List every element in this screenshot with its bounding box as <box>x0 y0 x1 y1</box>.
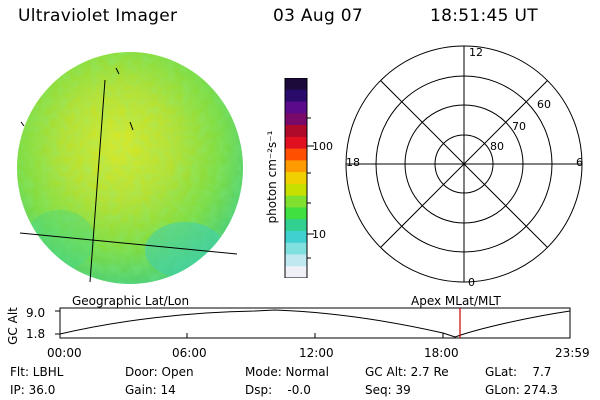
polar-label-12: 12 <box>469 46 483 59</box>
status-gain: Gain: 14 <box>125 383 176 397</box>
timeline-tick-0600: 06:00 <box>172 346 207 360</box>
timeline-left-title: Geographic Lat/Lon <box>72 294 190 308</box>
colorbar-band <box>285 148 307 161</box>
colorbar-band <box>285 78 307 91</box>
colorbar-band <box>285 136 307 150</box>
polar-ring-label-80: 80 <box>490 140 504 153</box>
colorbar-band <box>285 89 307 103</box>
timeline-y-top: 9.0 <box>26 306 46 320</box>
polar-label-18: 18 <box>346 156 360 169</box>
colorbar-unit-label: photon cm⁻²s⁻¹ <box>265 130 279 224</box>
colorbar-band <box>285 125 307 138</box>
uv-image <box>17 52 243 284</box>
colorbar-band <box>285 230 307 244</box>
status-glon: GLon: 274.3 <box>485 383 558 397</box>
timeline-tick-2359: 23:59 <box>555 346 590 360</box>
colorbar-band <box>285 207 307 220</box>
altitude-curve <box>59 309 571 338</box>
colorbar-tick-10: 10 <box>312 228 326 241</box>
colorbar-band <box>285 183 307 197</box>
status-ip: IP: 36.0 <box>10 383 56 397</box>
colorbar-band <box>285 266 307 278</box>
altitude-timeline <box>55 307 571 339</box>
colorbar-band <box>285 160 307 173</box>
timeline-right-title: Apex MLat/MLT <box>411 294 501 308</box>
colorbar-band <box>285 195 307 208</box>
colorbar-band <box>285 101 307 114</box>
polar-plot <box>345 45 583 283</box>
latitude-line <box>19 232 238 255</box>
polar-ring-label-60: 60 <box>537 98 551 111</box>
polar-label-6: 6 <box>576 156 583 169</box>
status-door: Door: Open <box>125 365 194 379</box>
longitude-line <box>89 79 106 283</box>
app-title: Ultraviolet Imager <box>18 6 178 26</box>
colorbar-band <box>285 113 307 126</box>
status-gc-alt: GC Alt: 2.7 Re <box>365 365 449 379</box>
colorbar-band <box>285 172 307 185</box>
colorbar-band <box>285 219 307 232</box>
timeline-y-bottom: 1.8 <box>26 327 46 341</box>
colorbar-tick-100: 100 <box>312 140 333 153</box>
date-label: 03 Aug 07 <box>273 6 363 26</box>
polar-label-0: 0 <box>468 276 475 289</box>
status-seq: Seq: 39 <box>365 383 411 397</box>
status-mode: Mode: Normal <box>245 365 329 379</box>
colorbar-band <box>285 254 307 267</box>
timeline-tick-0000: 00:00 <box>47 346 82 360</box>
polar-ring-label-70: 70 <box>512 120 526 133</box>
status-flt: Flt: LBHL <box>10 365 64 379</box>
colorbar: 100 10 photon cm⁻²s⁻¹ <box>262 78 333 278</box>
timeline-tick-1800: 18:00 <box>424 346 459 360</box>
status-dsp: Dsp: -0.0 <box>245 383 311 397</box>
time-label: 18:51:45 UT <box>430 6 538 26</box>
status-glat: GLat: 7.7 <box>485 365 552 379</box>
timeline-tick-1200: 12:00 <box>299 346 334 360</box>
colorbar-band <box>285 242 307 255</box>
